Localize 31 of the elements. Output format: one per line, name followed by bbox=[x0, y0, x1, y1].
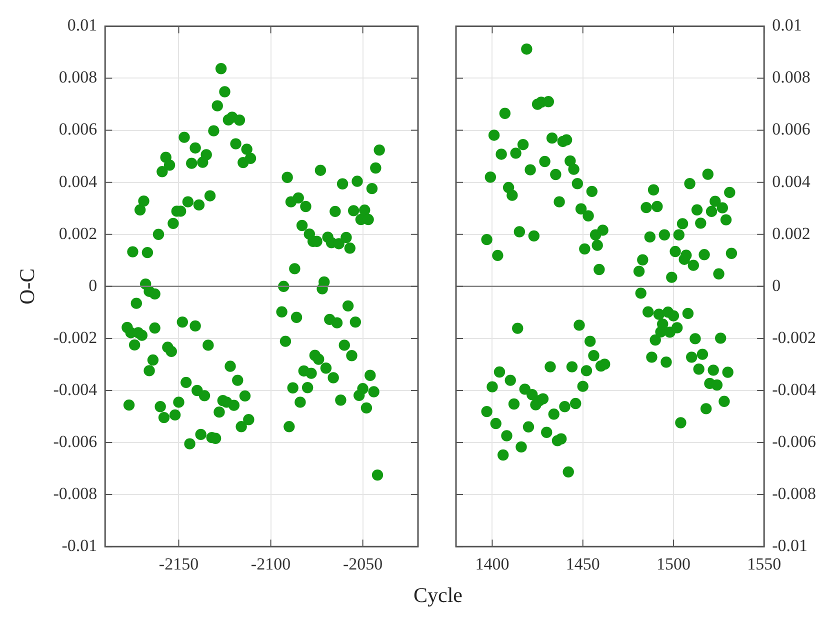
x-tick-label: 1550 bbox=[747, 554, 782, 574]
x-tick-label: 1400 bbox=[475, 554, 510, 574]
y-tick-label: -0.008 bbox=[53, 484, 98, 504]
y-tick-label: 0.008 bbox=[58, 68, 98, 87]
y2-tick-label: 0.004 bbox=[772, 172, 811, 191]
y2-tick-label: -0.01 bbox=[772, 536, 808, 556]
y2-tick-label: 0.008 bbox=[772, 68, 810, 87]
y2-tick-label: 0.006 bbox=[772, 120, 810, 139]
y-tick-label: -0.002 bbox=[53, 328, 98, 347]
y-tick-label: -0.01 bbox=[62, 536, 98, 556]
x-tick-label: 1450 bbox=[566, 554, 600, 574]
x-axis-title: Cycle bbox=[412, 583, 464, 608]
x-tick-label: -2050 bbox=[342, 554, 383, 574]
y2-tick-label: 0.002 bbox=[772, 224, 810, 243]
y-tick-label: -0.006 bbox=[53, 432, 98, 451]
y-axis-title: O-C bbox=[15, 268, 40, 304]
y-tick-label: 0.01 bbox=[67, 16, 98, 35]
y2-tick-label: 0 bbox=[772, 276, 781, 295]
y-tick-label: 0.004 bbox=[58, 172, 98, 191]
x-tick-label: -2150 bbox=[158, 554, 199, 574]
x-tick-label: 1500 bbox=[656, 554, 690, 574]
y2-tick-label: -0.008 bbox=[772, 484, 816, 504]
y2-tick-label: 0.01 bbox=[772, 16, 802, 35]
y-tick-label: 0.006 bbox=[58, 120, 98, 139]
y-tick-label: -0.004 bbox=[53, 380, 98, 399]
y2-tick-label: -0.004 bbox=[772, 380, 816, 399]
y-tick-label: 0.002 bbox=[58, 224, 98, 243]
y-tick-label: 0 bbox=[88, 276, 98, 295]
y2-tick-label: -0.002 bbox=[772, 328, 816, 347]
x-tick-label: -2100 bbox=[250, 554, 291, 574]
y2-tick-label: -0.006 bbox=[772, 432, 816, 451]
